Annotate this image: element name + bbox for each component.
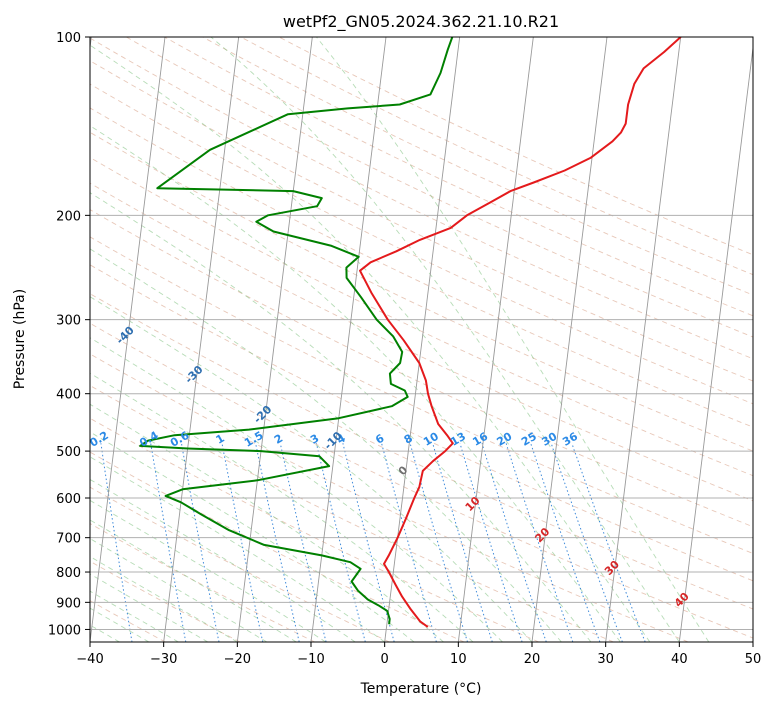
- moist-adiabat-line: [90, 125, 621, 642]
- x-tick-label: −30: [150, 652, 177, 667]
- isotherm-line: [90, 37, 166, 642]
- moist-adiabat-line: [90, 499, 326, 642]
- dry-adiabat-line: [90, 182, 753, 502]
- moist-adiabat-line: [90, 44, 651, 642]
- x-tick-label: 10: [450, 652, 467, 667]
- y-tick-label: 700: [56, 532, 81, 547]
- y-tick-label: 100: [56, 31, 81, 46]
- y-tick-label: 300: [56, 314, 81, 329]
- y-axis-label: Pressure (hPa): [12, 289, 28, 389]
- x-tick-label: 0: [381, 652, 389, 667]
- isotherm-line: [605, 37, 682, 642]
- y-tick-label: 200: [56, 209, 81, 224]
- x-tick-label: 50: [745, 652, 762, 667]
- y-tick-label: 900: [56, 596, 81, 611]
- isotherm-line: [531, 37, 608, 642]
- y-tick-label: 400: [56, 388, 81, 403]
- temperature-line: [359, 37, 682, 628]
- dry-adiabat-line: [90, 83, 753, 405]
- isotherms: [90, 37, 753, 642]
- y-tick-label: 500: [56, 445, 81, 460]
- x-axis-ticks: −40 −30 −20 −10 0 10 20 30 40 50: [76, 642, 761, 667]
- isotherm-line: [236, 37, 313, 642]
- mixing-ratio-line: [100, 443, 133, 642]
- y-tick-label: 1000: [48, 623, 81, 638]
- dry-adiabat-line: [90, 236, 753, 554]
- chart-title: wetPf2_GN05.2024.362.21.10.R21: [283, 12, 559, 32]
- plot-area: 0.10.20.40.611.52346810131620253036-100-…: [90, 37, 753, 642]
- dry-adiabat-line: [90, 264, 753, 582]
- y-axis-ticks: 100 200 300 400 500 600 700 800 900 1000: [48, 31, 90, 638]
- x-axis-label: Temperature (°C): [360, 681, 482, 697]
- mixing-ratio-line: [571, 443, 646, 642]
- moist-adiabat-line: [90, 248, 562, 642]
- moist-adiabat-line: [90, 192, 592, 642]
- mixing-ratio-line: [432, 443, 493, 642]
- dry-adiabat-line: [90, 37, 753, 360]
- pressure-gridlines: [90, 37, 753, 630]
- plot-frame: [89, 36, 754, 643]
- dry-adiabat-line: [90, 486, 390, 642]
- moist-adiabat-line: [90, 372, 474, 642]
- mixing-ratio-line: [481, 443, 547, 642]
- dry-adiabat-line: [90, 131, 753, 452]
- dry-adiabats: [90, 37, 753, 642]
- mixing-ratio-line: [181, 443, 220, 642]
- moist-adiabat-line: [90, 590, 179, 642]
- moist-adiabat-line: [90, 456, 385, 642]
- dry-adiabat-line: [164, 37, 753, 317]
- x-tick-label: −20: [224, 652, 251, 667]
- isotherm-line: [163, 37, 240, 642]
- isotherm-line: [384, 37, 461, 642]
- dry-adiabat-line: [90, 353, 689, 642]
- isotherm-line: [310, 37, 387, 642]
- dry-adiabat-line: [90, 523, 315, 642]
- moist-adiabat-line: [90, 403, 444, 642]
- moist-adiabat-line: [90, 573, 209, 642]
- x-tick-label: −10: [297, 652, 324, 667]
- x-tick-label: 30: [597, 652, 614, 667]
- mixing-ratio-line: [221, 443, 264, 642]
- mixing-ratio-lines: [100, 443, 646, 642]
- x-tick-label: 40: [671, 652, 688, 667]
- moist-adiabat-line: [316, 37, 710, 642]
- dry-adiabat-line: [90, 385, 614, 642]
- x-tick-label: 20: [524, 652, 541, 667]
- dewpoint-line: [139, 37, 454, 625]
- dry-adiabat-line: [90, 60, 753, 382]
- moist-adiabat-line: [90, 478, 356, 642]
- isotherm-line: [678, 44, 753, 642]
- profile-series: [139, 37, 682, 628]
- moist-adiabat-line: [90, 296, 533, 642]
- dry-adiabat-line: [90, 293, 753, 610]
- moist-adiabat-line: [210, 37, 680, 642]
- moist-adiabat-line: [90, 337, 503, 642]
- mixing-ratio-line: [459, 443, 523, 642]
- mixing-ratio-line: [409, 443, 468, 642]
- dry-adiabat-line: [278, 37, 753, 256]
- dry-adiabat-line: [90, 156, 753, 477]
- isotherm-line: [457, 37, 534, 642]
- x-tick-label: −40: [76, 652, 103, 667]
- mixing-ratio-line: [505, 443, 574, 642]
- dry-adiabat-line: [126, 37, 753, 338]
- mixing-ratio-line: [150, 443, 187, 642]
- y-tick-label: 800: [56, 566, 81, 581]
- mixing-ratio-line: [550, 443, 623, 642]
- y-tick-label: 600: [56, 492, 81, 507]
- dry-adiabat-line: [240, 37, 753, 276]
- dry-adiabat-line: [90, 322, 753, 639]
- moist-adiabats: [90, 37, 710, 642]
